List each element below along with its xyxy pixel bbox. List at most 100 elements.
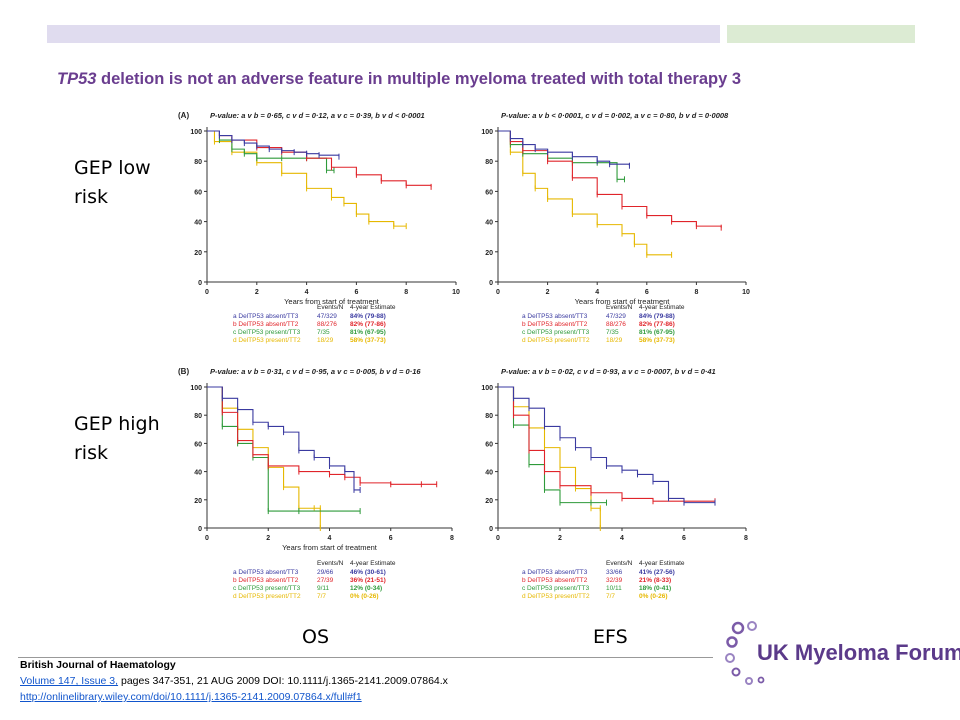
x-axis-label: Years from start of treatment <box>575 297 671 306</box>
x-tick-label: 8 <box>694 289 698 296</box>
citation-pages: pages 347-351, 21 AUG 2009 DOI: 10.1111/… <box>118 675 448 687</box>
uk-myeloma-forum-logo-icon <box>725 621 765 685</box>
km-curve-c <box>207 386 361 512</box>
legend-estimate-d: 0% (0-26) <box>350 593 379 600</box>
km-curve-a <box>498 386 715 504</box>
legend-header-estimate: 4-year Estimate <box>639 560 685 567</box>
x-tick-label: 6 <box>682 535 686 542</box>
legend-entry-c: c DelTP53 present/TT3 <box>233 585 301 592</box>
legend-estimate-d: 58% (37-73) <box>350 337 386 344</box>
y-tick-label: 0 <box>489 280 493 287</box>
citation-url-link[interactable]: http://onlinelibrary.wiley.com/doi/10.11… <box>20 691 362 703</box>
legend-entry-c: c DelTP53 present/TT3 <box>522 329 590 336</box>
legend-estimate-b: 36% (21-51) <box>350 577 386 584</box>
legend-events-b: 32/39 <box>606 577 623 584</box>
km-panel-4: 0 20 40 60 80 100 0 2 4 6 8 P-value: a v b = 0·02, … <box>481 367 748 600</box>
legend-events-c: 7/35 <box>317 329 330 336</box>
legend-entry-a: a DelTP53 absent/TT3 <box>522 313 588 320</box>
km-curve-b <box>207 386 437 485</box>
legend-entry-c: c DelTP53 present/TT3 <box>233 329 301 336</box>
x-tick-label: 0 <box>496 289 500 296</box>
legend-estimate-c: 81% (67-95) <box>350 329 386 336</box>
legend-events-d: 18/29 <box>606 337 623 344</box>
legend-header-estimate: 4-year Estimate <box>350 560 396 567</box>
legend-estimate-a: 84% (79-88) <box>639 313 675 320</box>
x-tick-label: 2 <box>558 535 562 542</box>
km-curve-c <box>207 130 334 171</box>
y-tick-label: 80 <box>194 413 202 420</box>
legend-estimate-c: 81% (67-95) <box>639 329 675 336</box>
row-label-low-risk: GEP low risk <box>74 157 151 208</box>
x-tick-label: 10 <box>452 289 460 296</box>
y-tick-label: 60 <box>485 441 493 448</box>
legend-entry-a: a DelTP53 absent/TT3 <box>233 313 299 320</box>
y-tick-label: 80 <box>485 159 493 166</box>
legend-events-d: 7/7 <box>606 593 615 600</box>
citation-volume-link[interactable]: Volume 147, Issue 3, <box>20 675 119 687</box>
legend-events-c: 7/35 <box>606 329 619 336</box>
x-tick-label: 8 <box>744 535 748 542</box>
legend-header-estimate: 4-year Estimate <box>639 304 685 311</box>
x-tick-label: 10 <box>742 289 750 296</box>
y-tick-label: 80 <box>194 159 202 166</box>
km-curve-d <box>207 130 407 227</box>
x-tick-label: 2 <box>546 289 550 296</box>
x-tick-label: 4 <box>305 289 309 296</box>
y-tick-label: 100 <box>190 129 202 136</box>
x-tick-label: 6 <box>645 289 649 296</box>
km-panel-1: 0 20 40 60 80 100 0 2 4 6 8 10 Years from start of t… <box>178 111 460 344</box>
legend-events-a: 47/329 <box>317 313 337 320</box>
km-curve-a <box>498 130 630 166</box>
x-axis-label: Years from start of treatment <box>284 297 380 306</box>
x-tick-label: 2 <box>255 289 259 296</box>
legend-entry-b: b DelTP53 absent/TT2 <box>233 577 299 584</box>
x-tick-label: 0 <box>496 535 500 542</box>
legend-estimate-b: 82% (77-86) <box>350 321 386 328</box>
x-tick-label: 4 <box>595 289 599 296</box>
y-tick-label: 40 <box>194 470 202 477</box>
y-tick-label: 0 <box>198 526 202 533</box>
x-tick-label: 6 <box>389 535 393 542</box>
y-tick-label: 20 <box>485 498 493 505</box>
header-band-green <box>727 25 915 43</box>
legend-header-estimate: 4-year Estimate <box>350 304 396 311</box>
slide-title-rest: deletion is not an adverse feature in mu… <box>96 70 742 88</box>
legend-estimate-c: 18% (0-41) <box>639 585 671 592</box>
p-value-title: P-value: a v b = 0·65, c v d = 0·12, a v… <box>210 111 425 120</box>
uk-myeloma-forum-logo-text: UK Myeloma Forum <box>757 640 960 665</box>
x-tick-label: 4 <box>620 535 624 542</box>
header-band-purple <box>47 25 720 43</box>
legend-entry-a: a DelTP53 absent/TT3 <box>522 569 588 576</box>
y-tick-label: 40 <box>485 220 493 227</box>
legend-events-b: 27/39 <box>317 577 334 584</box>
legend-header-events: Events/N <box>317 560 344 567</box>
panel-label: (A) <box>178 111 189 120</box>
y-tick-label: 0 <box>489 526 493 533</box>
column-label-os: OS <box>302 626 330 648</box>
x-tick-label: 8 <box>404 289 408 296</box>
x-tick-label: 6 <box>354 289 358 296</box>
legend-entry-d: d DelTP53 present/TT2 <box>522 337 590 344</box>
y-tick-label: 40 <box>194 220 202 227</box>
legend-entry-b: b DelTP53 absent/TT2 <box>522 577 588 584</box>
legend-estimate-d: 0% (0-26) <box>639 593 668 600</box>
x-tick-label: 4 <box>328 535 332 542</box>
p-value-title: P-value: a v b < 0·0001, c v d = 0·002, … <box>501 111 729 120</box>
citation-url: http://onlinelibrary.wiley.com/doi/10.11… <box>20 691 362 703</box>
legend-events-c: 10/11 <box>606 585 622 592</box>
legend-events-a: 29/66 <box>317 569 334 576</box>
legend-events-b: 88/276 <box>606 321 626 328</box>
y-tick-label: 60 <box>194 189 202 196</box>
y-tick-label: 100 <box>481 129 493 136</box>
y-tick-label: 0 <box>198 280 202 287</box>
y-tick-label: 20 <box>194 250 202 257</box>
slide-title-gene: TP53 <box>57 70 97 88</box>
legend-entry-d: d DelTP53 present/TT2 <box>522 593 590 600</box>
x-tick-label: 0 <box>205 535 209 542</box>
legend-header-events: Events/N <box>606 560 633 567</box>
km-curve-d <box>498 130 672 256</box>
km-curve-b <box>498 130 722 228</box>
p-value-title: P-value: a v b = 0·02, c v d = 0·93, a v… <box>501 367 716 376</box>
y-tick-label: 80 <box>485 413 493 420</box>
